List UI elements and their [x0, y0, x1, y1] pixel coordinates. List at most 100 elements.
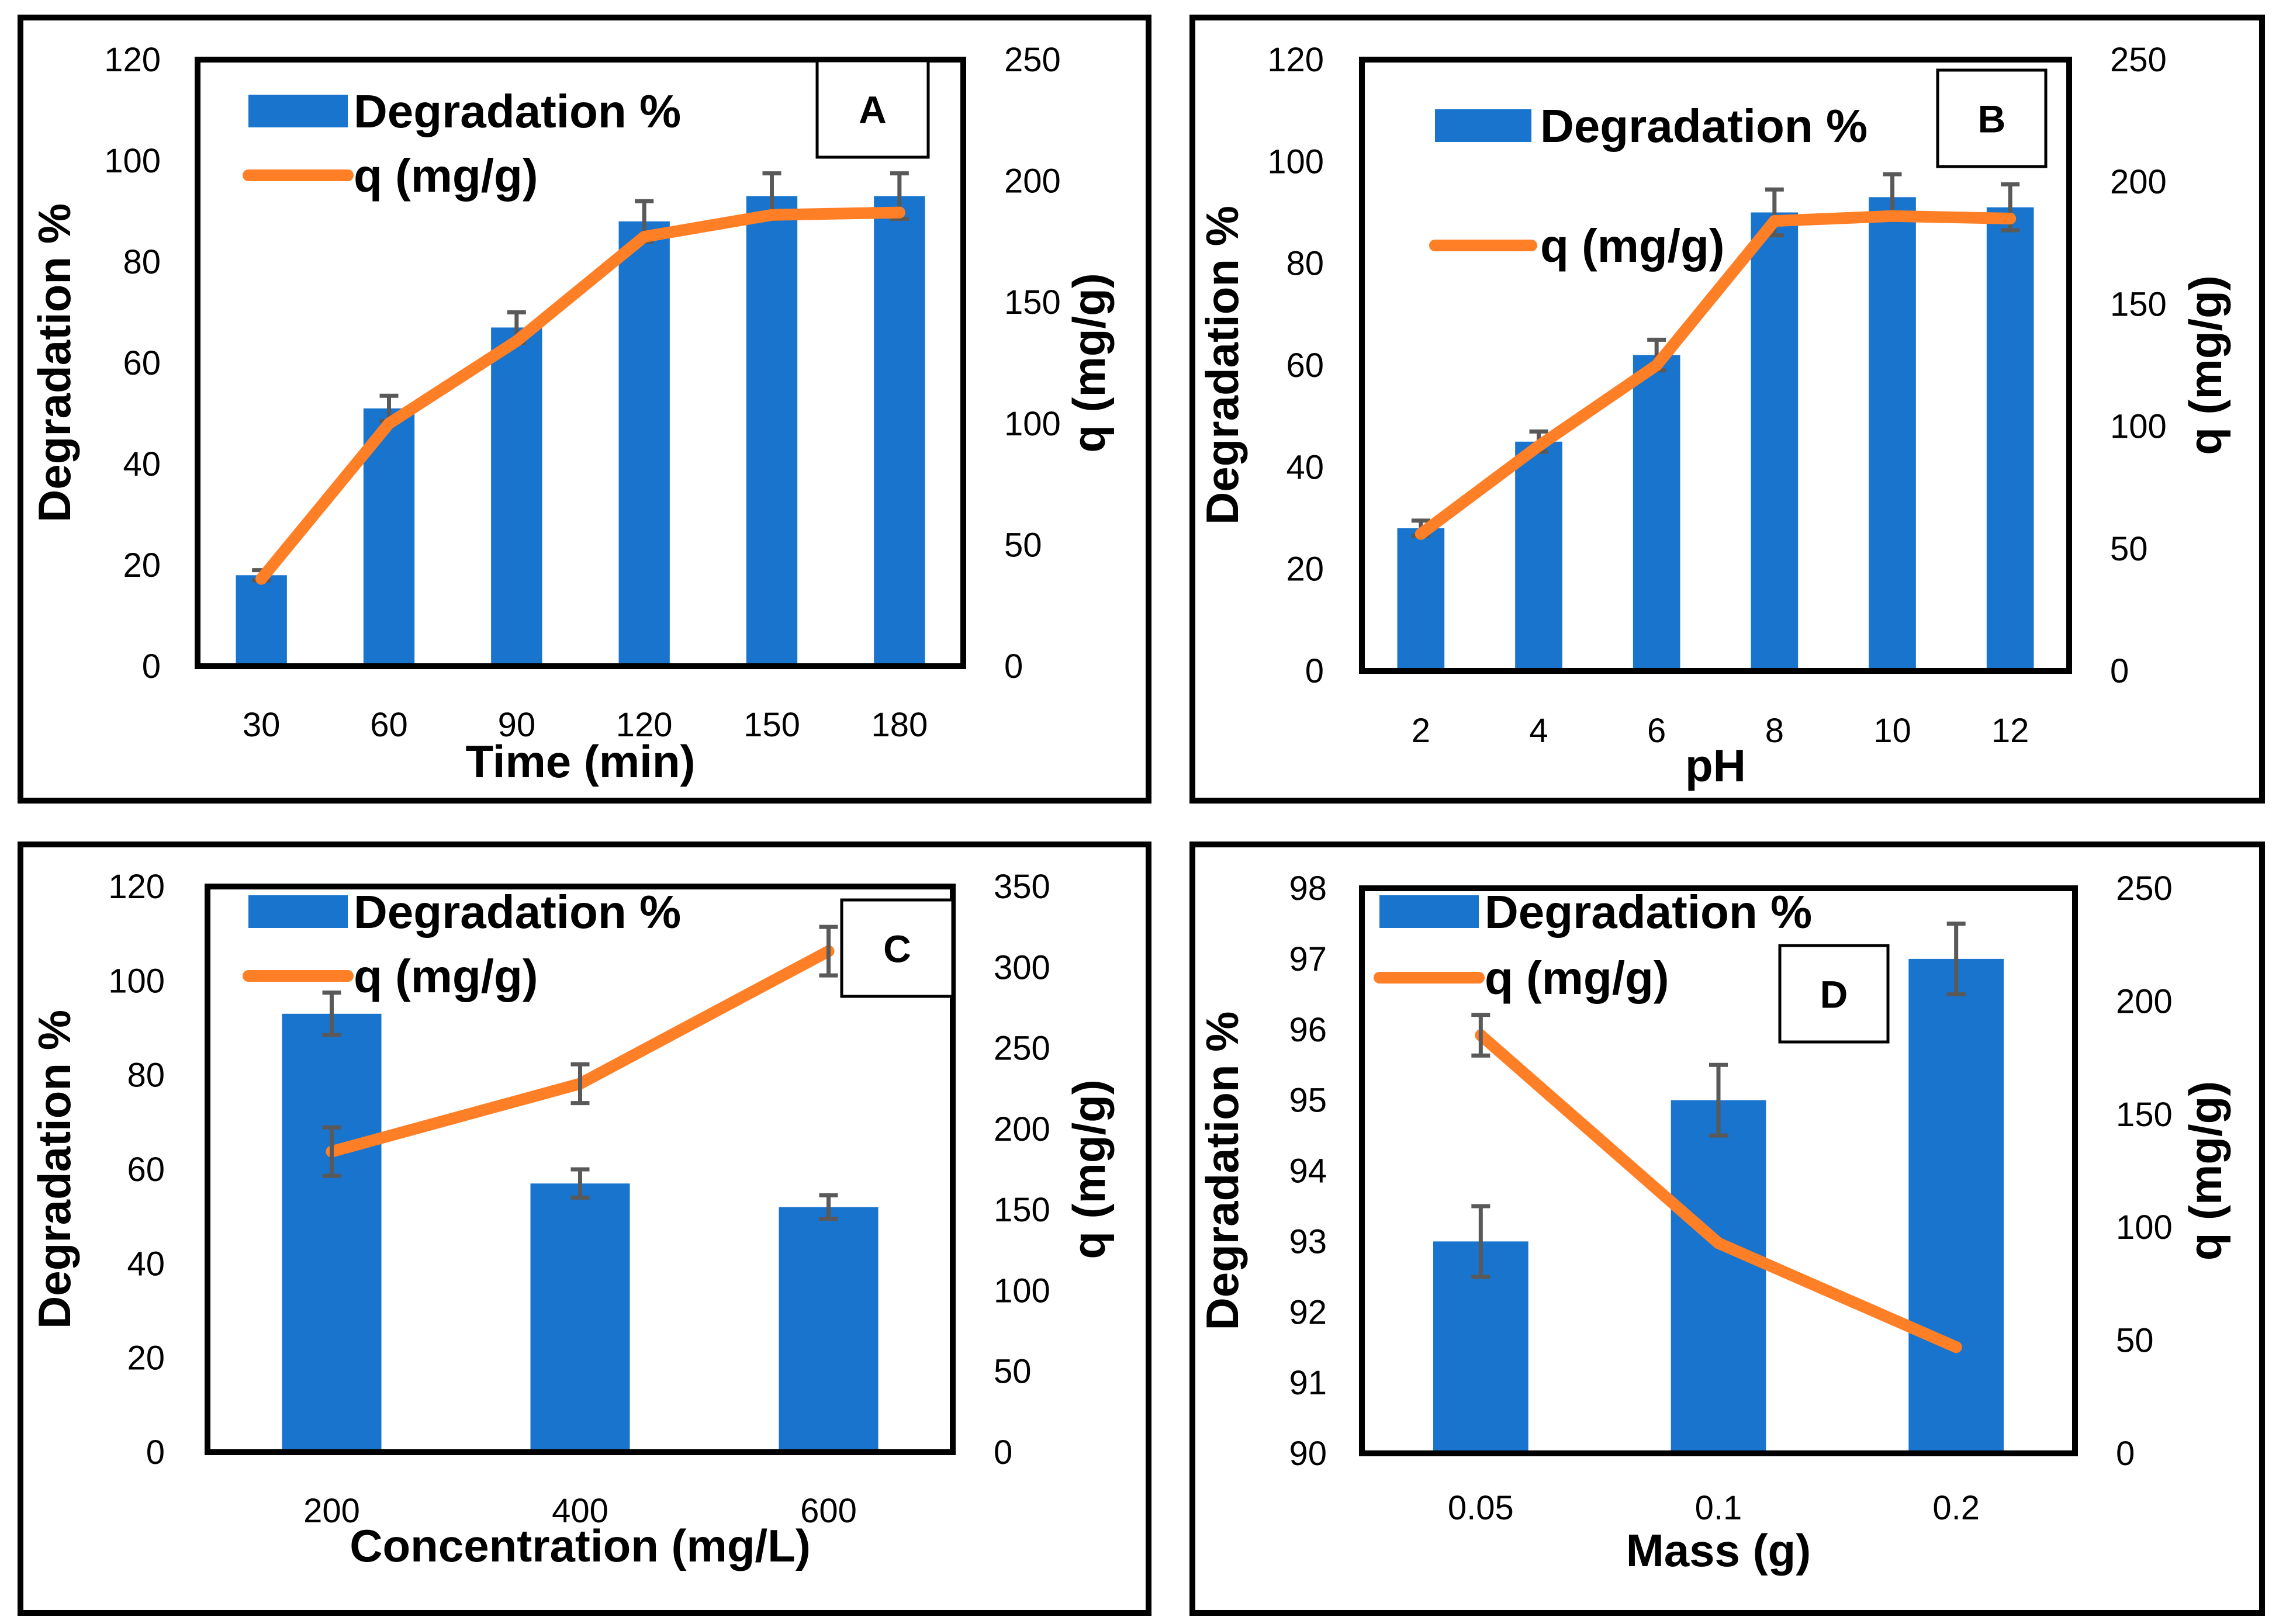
left-y-tick-label: 60 [127, 1151, 165, 1189]
legend-bar-label: Degradation % [1485, 886, 1812, 938]
q-point-B-4 [1533, 440, 1545, 452]
right-y-tick-label: 250 [2116, 870, 2173, 908]
q-point-B-12 [2004, 212, 2017, 224]
left-y-tick-label: 60 [123, 344, 161, 382]
bar-B-6 [1633, 355, 1680, 671]
q-point-A-60 [383, 417, 395, 430]
right-y-axis-title: q (mg/g) [2180, 1081, 2231, 1261]
x-tick-label: 150 [743, 706, 800, 744]
left-y-tick-label: 91 [1289, 1364, 1327, 1402]
plot-area-border [1359, 885, 2078, 1456]
x-tick-label: 6 [1647, 712, 1666, 750]
left-y-tick-label: 80 [127, 1057, 165, 1095]
right-y-tick-label: 100 [994, 1272, 1050, 1310]
left-y-axis-title: Degradation % [1196, 206, 1248, 525]
x-tick-label: 120 [616, 706, 673, 744]
x-axis-title: Concentration (mg/L) [350, 1520, 811, 1571]
q-error-bar-D-0.05 [1471, 1013, 1490, 1058]
right-y-tick-label: 200 [994, 1110, 1050, 1148]
right-y-tick-label: 50 [994, 1353, 1032, 1391]
panel-tag-box [1936, 68, 2048, 168]
bar-A-180 [874, 196, 925, 666]
chart-panel-B: 0 20 40 60 80 100 120 0 50 100 150 200 250 2 4 6 8 10 12 pH… [1189, 15, 2265, 804]
right-y-tick-label: 0 [994, 1433, 1012, 1471]
right-y-axis-title: q (mg/g) [1063, 273, 1115, 453]
panel-tag: D [1778, 944, 1890, 1044]
left-y-tick-label: 97 [1289, 940, 1327, 978]
x-tick-label: 2 [1412, 712, 1430, 750]
bar-B-4 [1515, 441, 1562, 671]
x-tick-label: 10 [1873, 712, 1911, 750]
panel-tag-box [840, 898, 955, 998]
legend-bar-label: Degradation % [354, 85, 681, 137]
left-y-axis-title: Degradation % [29, 1010, 80, 1329]
left-y-tick-label: 20 [127, 1339, 165, 1377]
q-point-A-150 [766, 209, 778, 221]
right-y-axis-title: q (mg/g) [1063, 1079, 1115, 1259]
bar-B-10 [1869, 197, 1916, 671]
left-y-tick-label: 80 [123, 243, 161, 281]
q-series-line-A [255, 206, 905, 585]
right-y-tick-label: 200 [1004, 162, 1061, 200]
bar-D-0.2 [1908, 958, 2004, 1453]
legend: Degradation % q (mg/g) [243, 886, 681, 1002]
right-y-tick-label: 250 [994, 1030, 1050, 1068]
error-bar-C-200 [322, 991, 341, 1037]
bar-A-30 [236, 575, 287, 666]
x-tick-label: 600 [800, 1492, 857, 1530]
error-bar-D-0.1 [1709, 1062, 1728, 1138]
left-y-tick-label: 120 [1267, 41, 1324, 79]
bar-B-8 [1751, 212, 1799, 671]
error-bar-C-400 [570, 1167, 590, 1200]
panel-tag-box [1778, 944, 1890, 1044]
left-y-tick-label: 93 [1289, 1223, 1327, 1261]
legend: Degradation % q (mg/g) [243, 85, 681, 202]
plot-area-border [195, 57, 966, 669]
left-y-tick-label: 100 [1267, 143, 1324, 181]
x-tick-label: 200 [303, 1492, 360, 1530]
right-y-tick-label: 50 [2116, 1322, 2154, 1360]
left-y-tick-label: 92 [1289, 1293, 1327, 1331]
x-axis-title: Time (min) [466, 736, 696, 787]
q-point-B-2 [1415, 528, 1427, 540]
x-axis-title: Mass (g) [1626, 1525, 1811, 1576]
left-y-tick-label: 80 [1286, 245, 1324, 283]
left-y-tick-label: 98 [1289, 870, 1327, 908]
legend-line-label: q (mg/g) [1540, 220, 1724, 272]
q-point-A-90 [510, 335, 523, 347]
x-tick-label: 90 [498, 706, 536, 744]
left-y-tick-label: 0 [1305, 652, 1324, 690]
left-y-tick-label: 40 [1286, 448, 1324, 486]
right-y-tick-label: 50 [2110, 530, 2148, 568]
left-y-tick-label: 20 [1286, 550, 1324, 588]
bar-C-200 [282, 1013, 382, 1452]
right-y-tick-label: 100 [2116, 1209, 2173, 1246]
left-y-tick-label: 60 [1286, 347, 1324, 385]
plot-area-border [1359, 57, 2072, 674]
q-point-B-10 [1886, 210, 1898, 222]
panel-tag: A [815, 59, 930, 159]
legend-bar-swatch [1379, 895, 1479, 928]
q-point-B-8 [1768, 215, 1780, 227]
left-y-tick-label: 0 [146, 1433, 165, 1471]
x-tick-label: 60 [370, 706, 408, 744]
error-bar-D-0.2 [1946, 921, 1966, 996]
q-point-B-6 [1651, 359, 1663, 371]
chart-panel-A: 0 20 40 60 80 100 120 0 50 100 150 200 250 30 60 90 120 1… [18, 15, 1151, 804]
left-y-axis-title: Degradation % [29, 203, 80, 522]
x-tick-label: 12 [1991, 712, 2029, 750]
legend-bar-swatch [1435, 109, 1531, 142]
right-y-tick-label: 350 [994, 868, 1050, 906]
right-y-tick-label: 0 [1004, 647, 1023, 685]
panel-tag-label: C [883, 927, 911, 971]
left-y-axis-title: Degradation % [1196, 1011, 1248, 1330]
x-tick-label: 0.2 [1932, 1489, 1980, 1527]
q-point-A-180 [893, 206, 905, 219]
q-point-D-0.2 [1950, 1341, 1962, 1353]
q-error-bar-C-400 [570, 1062, 590, 1106]
left-y-tick-label: 94 [1289, 1152, 1327, 1190]
x-tick-label: 0.1 [1695, 1489, 1742, 1527]
legend: Degradation % q (mg/g) [1429, 100, 1868, 272]
left-y-tick-label: 20 [123, 546, 161, 584]
